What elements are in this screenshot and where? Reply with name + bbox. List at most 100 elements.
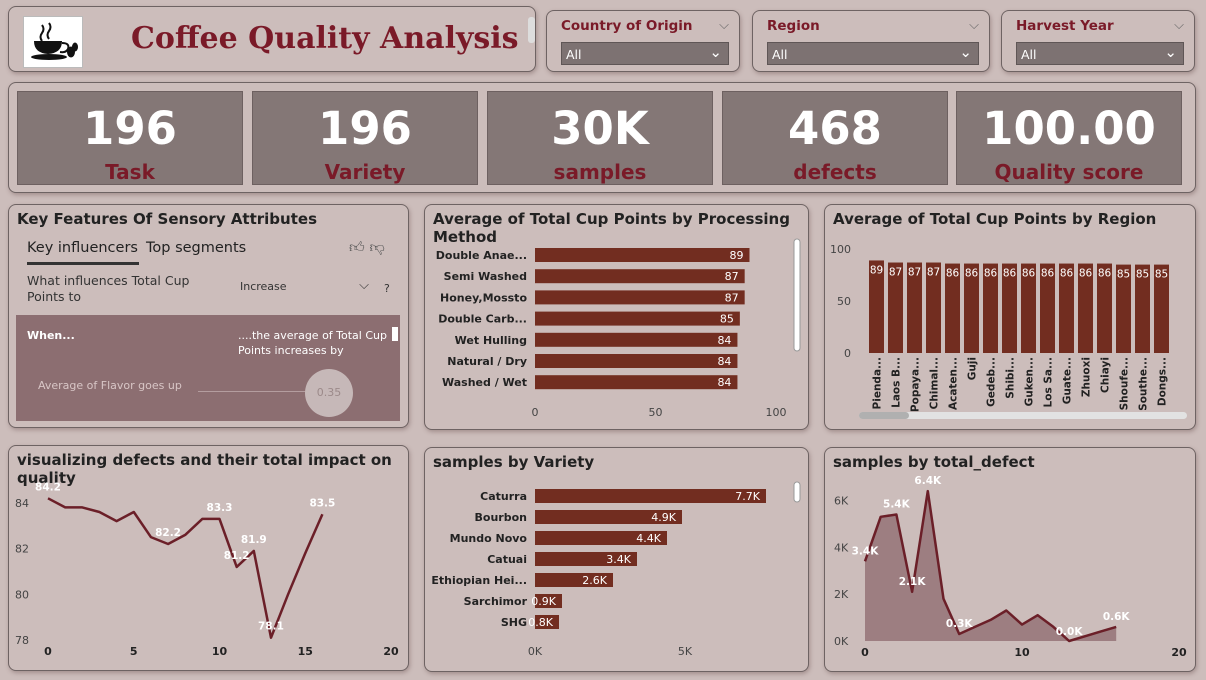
bar	[535, 248, 750, 262]
region-filter[interactable]: Region ⌵ All ⌄	[752, 10, 990, 72]
scrollbar-thumb	[859, 412, 909, 419]
y-tick-label: 80	[15, 588, 29, 601]
bar	[535, 332, 738, 347]
connector-line	[198, 391, 306, 392]
data-label: 85	[720, 313, 734, 326]
y-tick-label: 78	[15, 634, 29, 647]
data-label: 84	[717, 355, 731, 368]
bar	[1154, 264, 1169, 353]
help-icon[interactable]: ?	[384, 282, 390, 295]
chevron-down-icon[interactable]: ⌵	[1174, 18, 1184, 33]
bar	[1116, 264, 1131, 353]
data-label: 85	[1136, 269, 1149, 281]
tab-key-influencers[interactable]: Key influencers	[27, 240, 138, 256]
influencer-factor[interactable]: Average of Flavor goes up	[38, 379, 182, 392]
x-tick-label: 0	[44, 645, 52, 658]
category-label: Semi Washed	[444, 270, 527, 283]
bar	[1040, 263, 1055, 353]
harvest-year-filter[interactable]: Harvest Year ⌵ All ⌄	[1001, 10, 1195, 72]
series-line	[863, 489, 1117, 643]
category-label: Bourbon	[475, 511, 527, 524]
data-label: 87	[908, 267, 921, 279]
thumbs-down-icon[interactable]: 👎︎	[369, 238, 385, 256]
bar	[535, 594, 562, 608]
scrollbar[interactable]	[392, 327, 398, 341]
data-label: 4.9K	[651, 511, 676, 524]
scrollbar[interactable]	[528, 17, 535, 43]
chevron-down-icon: ⌄	[1164, 43, 1177, 61]
bar	[535, 552, 637, 566]
data-label: 82.2	[155, 527, 181, 539]
bar	[907, 262, 922, 353]
region-select[interactable]: All ⌄	[767, 42, 979, 65]
x-tick-label: 100	[766, 406, 787, 419]
kpi-card-variety: 196 Variety	[252, 91, 478, 185]
tab-top-segments[interactable]: Top segments	[146, 240, 247, 256]
kpi-value: 468	[788, 102, 882, 155]
bar	[535, 311, 740, 326]
data-label: 0.8K	[528, 616, 553, 629]
country-select[interactable]: All ⌄	[561, 42, 729, 65]
data-label: 3.4K	[852, 545, 880, 557]
category-label: Shibi...	[1005, 357, 1017, 399]
data-label: 86	[1098, 268, 1112, 280]
influence-bubble[interactable]: 0.35	[305, 369, 353, 417]
category-label: Natural / Dry	[447, 355, 527, 368]
data-label: 87	[927, 267, 940, 279]
chevron-down-icon[interactable]: ⌵	[719, 18, 729, 33]
kpi-caption: Variety	[324, 160, 406, 184]
data-label: 81.2	[224, 550, 250, 562]
data-label: 87	[889, 267, 902, 279]
category-label: Acaten...	[948, 357, 960, 410]
feedback-icons[interactable]: 👍︎ 👎︎	[349, 238, 385, 257]
data-label: 3.4K	[606, 553, 631, 566]
bar	[1021, 263, 1036, 353]
processing-method-chart: Double Anae... 89 Semi Washed 87 Honey,Mosst…	[436, 238, 801, 419]
y-tick-label: 6K	[834, 494, 849, 507]
data-label: 6.4K	[914, 475, 942, 487]
active-tab-indicator	[27, 262, 139, 265]
x-tick-label: 15	[298, 645, 313, 658]
data-label: 7.7K	[735, 490, 760, 503]
x-tick-label: 5	[130, 645, 138, 658]
bar	[983, 263, 998, 353]
x-tick-label: 50	[649, 406, 663, 419]
y-tick-label: 82	[15, 543, 29, 556]
area-fill	[865, 491, 1117, 641]
data-label: 83.3	[207, 502, 233, 514]
data-label: 86	[1079, 268, 1093, 280]
data-label: 0.9K	[531, 595, 556, 608]
bar	[869, 260, 884, 353]
x-tick-label: 0	[861, 646, 869, 659]
when-label: When...	[27, 329, 75, 342]
bar	[535, 573, 613, 587]
coffee-cup-icon	[23, 16, 83, 68]
bar	[1135, 264, 1150, 353]
country-filter[interactable]: Country of Origin ⌵ All ⌄	[546, 10, 740, 72]
kpi-value: 196	[318, 102, 412, 155]
y-tick-label: 4K	[834, 541, 849, 554]
region-chart: 0 50 100 89 Pienda... 87 Laos B... 87 Popaya... 8…	[830, 243, 1187, 419]
increase-dropdown[interactable]: Increase ⌵	[237, 278, 373, 298]
data-label: 81.9	[241, 534, 267, 546]
chart-title: Average of Total Cup Points by Processin…	[433, 210, 790, 246]
x-tick-label: 10	[1014, 646, 1030, 659]
category-label: Guate...	[1062, 357, 1074, 404]
bar	[1002, 263, 1017, 353]
kpi-value: 196	[83, 102, 177, 155]
dropdown-value: Increase	[240, 280, 287, 293]
category-label: Double Carb...	[438, 313, 527, 326]
thumbs-up-icon[interactable]: 👍︎	[349, 238, 365, 256]
category-label: Pienda...	[872, 357, 884, 409]
variety-chart-panel: samples by Variety Caturra 7.7K Bourbon 4.9…	[424, 447, 809, 672]
category-label: Mundo Novo	[450, 532, 528, 545]
data-label: 83.5	[309, 497, 335, 509]
data-label: 4.4K	[636, 532, 661, 545]
data-label: 87	[725, 291, 739, 304]
kpi-card-quality-score: 100.00 Quality score	[956, 91, 1182, 185]
region-chart-panel: Average of Total Cup Points by Region 0 5…	[824, 204, 1196, 430]
bar	[888, 262, 903, 353]
total-defect-chart: 0 10 20 0K 2K 4K 6K 3.4K 5.4K 2.1K 6.4K 0.3K 0.0K 0.6…	[834, 475, 1187, 659]
chevron-down-icon[interactable]: ⌵	[969, 18, 979, 33]
harvest-year-select[interactable]: All ⌄	[1016, 42, 1184, 65]
